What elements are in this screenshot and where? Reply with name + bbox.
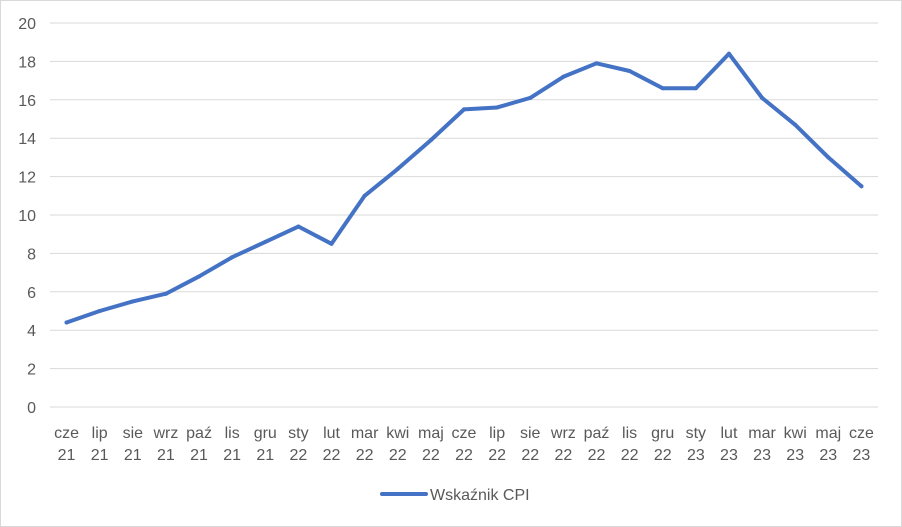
x-tick-label-year: 22 — [521, 447, 539, 464]
data-point — [495, 105, 500, 110]
x-tick-label-month: wrz — [550, 425, 576, 442]
x-tick-label-year: 22 — [356, 447, 374, 464]
x-tick-label-year: 22 — [621, 447, 639, 464]
x-tick-label-year: 23 — [786, 447, 804, 464]
data-point — [64, 320, 69, 325]
x-tick-label-month: lip — [92, 425, 108, 442]
data-point — [163, 291, 168, 296]
x-tick-label-month: mar — [748, 425, 776, 442]
x-tick-label-month: maj — [418, 425, 444, 442]
y-tick-label: 18 — [18, 54, 36, 71]
x-tick-label-year: 23 — [819, 447, 837, 464]
data-point — [561, 74, 566, 79]
data-point — [197, 274, 202, 279]
x-tick-label-year: 21 — [58, 447, 76, 464]
x-tick-label-year: 22 — [290, 447, 308, 464]
x-tick-label-month: paź — [584, 425, 610, 442]
x-tick-label-month: sie — [520, 425, 541, 442]
x-tick-label-month: lis — [622, 425, 637, 442]
data-point — [660, 86, 665, 91]
data-point — [826, 155, 831, 160]
x-tick-label-year: 23 — [720, 447, 738, 464]
y-tick-label: 10 — [18, 208, 36, 225]
x-tick-label-year: 22 — [389, 447, 407, 464]
data-point — [97, 309, 102, 313]
data-point — [362, 193, 367, 198]
x-tick-label-year: 22 — [323, 447, 341, 464]
x-tick-label-month: mar — [351, 425, 379, 442]
x-tick-label-year: 22 — [588, 447, 606, 464]
data-point — [263, 239, 268, 244]
y-tick-label: 0 — [27, 400, 36, 417]
data-point — [627, 69, 632, 73]
x-tick-label-year: 22 — [488, 447, 506, 464]
data-point — [329, 241, 334, 246]
y-tick-label: 4 — [27, 323, 36, 340]
x-tick-label-year: 23 — [753, 447, 771, 464]
x-tick-label-month: lut — [721, 425, 738, 442]
x-tick-label-month: gru — [651, 425, 674, 442]
y-tick-label: 2 — [27, 362, 36, 379]
x-tick-label-month: maj — [815, 425, 841, 442]
series-layer — [64, 51, 864, 325]
x-tick-label-month: cze — [54, 425, 79, 442]
x-tick-label-month: lut — [323, 425, 340, 442]
data-point — [462, 107, 466, 112]
x-tick-label-year: 21 — [157, 447, 175, 464]
data-point — [793, 122, 798, 127]
gridlines — [50, 22, 878, 408]
x-tick-label-month: lis — [225, 425, 240, 442]
x-tick-label-year: 21 — [124, 447, 142, 464]
x-tick-label-month: kwi — [784, 425, 807, 442]
x-tick-label-year: 21 — [190, 447, 208, 464]
y-tick-label: 6 — [27, 285, 36, 302]
x-tick-label-year: 23 — [853, 447, 871, 464]
data-point — [428, 138, 433, 143]
data-point — [693, 86, 698, 91]
x-tick-label-year: 22 — [554, 447, 572, 464]
x-tick-label-month: lip — [489, 425, 505, 442]
x-tick-label-month: cze — [849, 425, 874, 442]
x-tick-label-year: 21 — [223, 447, 241, 464]
data-point — [859, 184, 864, 189]
x-tick-label-month: cze — [452, 425, 477, 442]
y-axis-tick-labels: 0 2 4 6 8 10 12 14 16 18 20 — [18, 16, 36, 417]
series-line — [64, 51, 864, 325]
x-tick-label-month: kwi — [386, 425, 409, 442]
x-tick-label-year: 21 — [91, 447, 109, 464]
data-point — [230, 255, 235, 260]
data-point — [296, 224, 301, 229]
x-tick-label-year: 22 — [422, 447, 440, 464]
y-tick-label: 12 — [18, 170, 36, 187]
y-tick-label: 8 — [27, 246, 36, 263]
data-point — [528, 95, 533, 100]
x-axis-tick-labels: cze 21 lip 21 sie 21 wrz 21 paź 21 lis 21 gru 21 sty 22… — [54, 425, 874, 464]
data-point — [594, 61, 599, 66]
x-tick-label-year: 22 — [455, 447, 473, 464]
x-tick-label-month: sty — [686, 425, 706, 442]
x-tick-label-month: sie — [123, 425, 144, 442]
data-point — [395, 166, 400, 171]
x-tick-label-month: wrz — [152, 425, 178, 442]
x-tick-label-year: 23 — [687, 447, 705, 464]
y-tick-label: 16 — [18, 93, 36, 110]
legend: Wskaźnik CPI — [380, 487, 530, 504]
data-point — [726, 51, 731, 56]
x-tick-label-month: gru — [254, 425, 277, 442]
legend-label: Wskaźnik CPI — [430, 487, 530, 504]
y-tick-label: 14 — [18, 131, 36, 148]
y-tick-label: 20 — [18, 16, 36, 33]
x-tick-label-month: paź — [186, 425, 212, 442]
x-tick-label-month: sty — [288, 425, 308, 442]
data-point — [130, 299, 135, 304]
data-point — [760, 95, 765, 100]
x-tick-label-year: 22 — [654, 447, 672, 464]
x-tick-label-year: 21 — [256, 447, 274, 464]
